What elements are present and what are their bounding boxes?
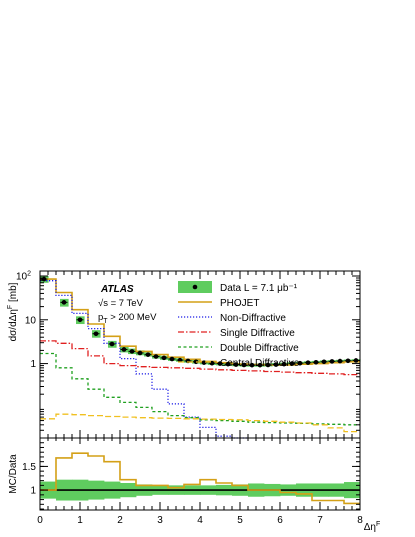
x-tick-label: 7: [317, 515, 323, 526]
data-point: [281, 361, 287, 367]
x-tick-label: 3: [157, 515, 163, 526]
data-point: [121, 347, 127, 352]
data-point: [201, 360, 207, 365]
data-point: [77, 317, 83, 323]
series-single-diffractive: [40, 340, 360, 376]
data-point: [265, 362, 271, 368]
data-point: [257, 362, 263, 368]
data-point: [249, 362, 255, 368]
legend-data-marker: [192, 284, 198, 290]
data-point: [61, 300, 67, 305]
y-tick-label: 102: [16, 270, 31, 282]
data-point: [289, 361, 295, 366]
data-point: [233, 362, 239, 367]
ratio-y-tick-label: 1: [30, 486, 36, 497]
ratio-phojet: [40, 452, 360, 505]
data-point: [321, 359, 327, 365]
data-point: [109, 341, 115, 347]
experiment-label: ATLAS: [100, 284, 134, 295]
legend-label: Data L = 7.1 μb⁻¹: [220, 283, 298, 294]
legend-label: Non-Diffractive: [220, 313, 286, 324]
data-point: [177, 357, 183, 363]
legend-label: Central Diffractive: [220, 358, 300, 369]
data-point: [337, 358, 343, 364]
data-point: [313, 360, 319, 365]
data-point: [345, 358, 351, 364]
x-axis-label: ΔηF: [364, 521, 381, 533]
top-y-axis-label: dσ/dΔηF [mb]: [7, 282, 19, 341]
data-point: [145, 352, 151, 357]
ratio-lines: [40, 452, 360, 505]
top-y-axis: 102 10 1: [16, 270, 361, 439]
data-point: [329, 359, 335, 364]
ratio-y-axis-label: MC/Data: [8, 454, 19, 494]
pt-label: pT > 200 MeV: [98, 312, 157, 325]
legend-label: Single Diffractive: [220, 328, 295, 339]
data-point: [93, 331, 99, 337]
ratio-data-band: [40, 479, 361, 501]
data-point: [353, 358, 359, 363]
legend-label: Double Diffractive: [220, 343, 299, 354]
x-tick-label: 2: [117, 515, 123, 526]
x-tick-label: 8: [357, 515, 363, 526]
data-point: [161, 355, 167, 361]
data-point: [217, 361, 223, 366]
ratio-panel: 1.5 1 0 1 2 3 4 5 6 7 8 MC/Data ΔηF: [8, 437, 381, 533]
legend: Data L = 7.1 μb⁻¹ PHOJET Non-Diffractive Si…: [178, 281, 300, 369]
mc-prediction-lines: [40, 278, 360, 439]
data-point: [129, 349, 135, 354]
y-tick-label: 10: [25, 315, 37, 326]
data-points: [40, 276, 360, 368]
ratio-y-tick-label: 1.5: [22, 462, 36, 473]
x-tick-label: 4: [197, 515, 203, 526]
data-point: [137, 350, 143, 356]
cross-section-panel: 102 10 1 ATLAS √s = 7 TeV pT > 200 MeV dσ/…: [7, 270, 361, 439]
x-tick-label: 5: [237, 515, 243, 526]
data-point: [241, 362, 247, 368]
data-point: [169, 356, 175, 362]
data-point: [153, 354, 159, 359]
ratio-axes: 1.5 1 0 1 2 3 4 5 6 7 8: [22, 438, 363, 526]
energy-label: √s = 7 TeV: [98, 298, 144, 309]
y-tick-label: 1: [30, 359, 36, 370]
data-point: [305, 360, 311, 365]
x-tick-label: 6: [277, 515, 283, 526]
data-point: [297, 360, 303, 366]
x-tick-label: 1: [77, 515, 83, 526]
x-tick-label: 0: [37, 515, 43, 526]
legend-label: PHOJET: [220, 298, 259, 309]
data-point: [273, 362, 279, 367]
data-point: [225, 361, 231, 367]
